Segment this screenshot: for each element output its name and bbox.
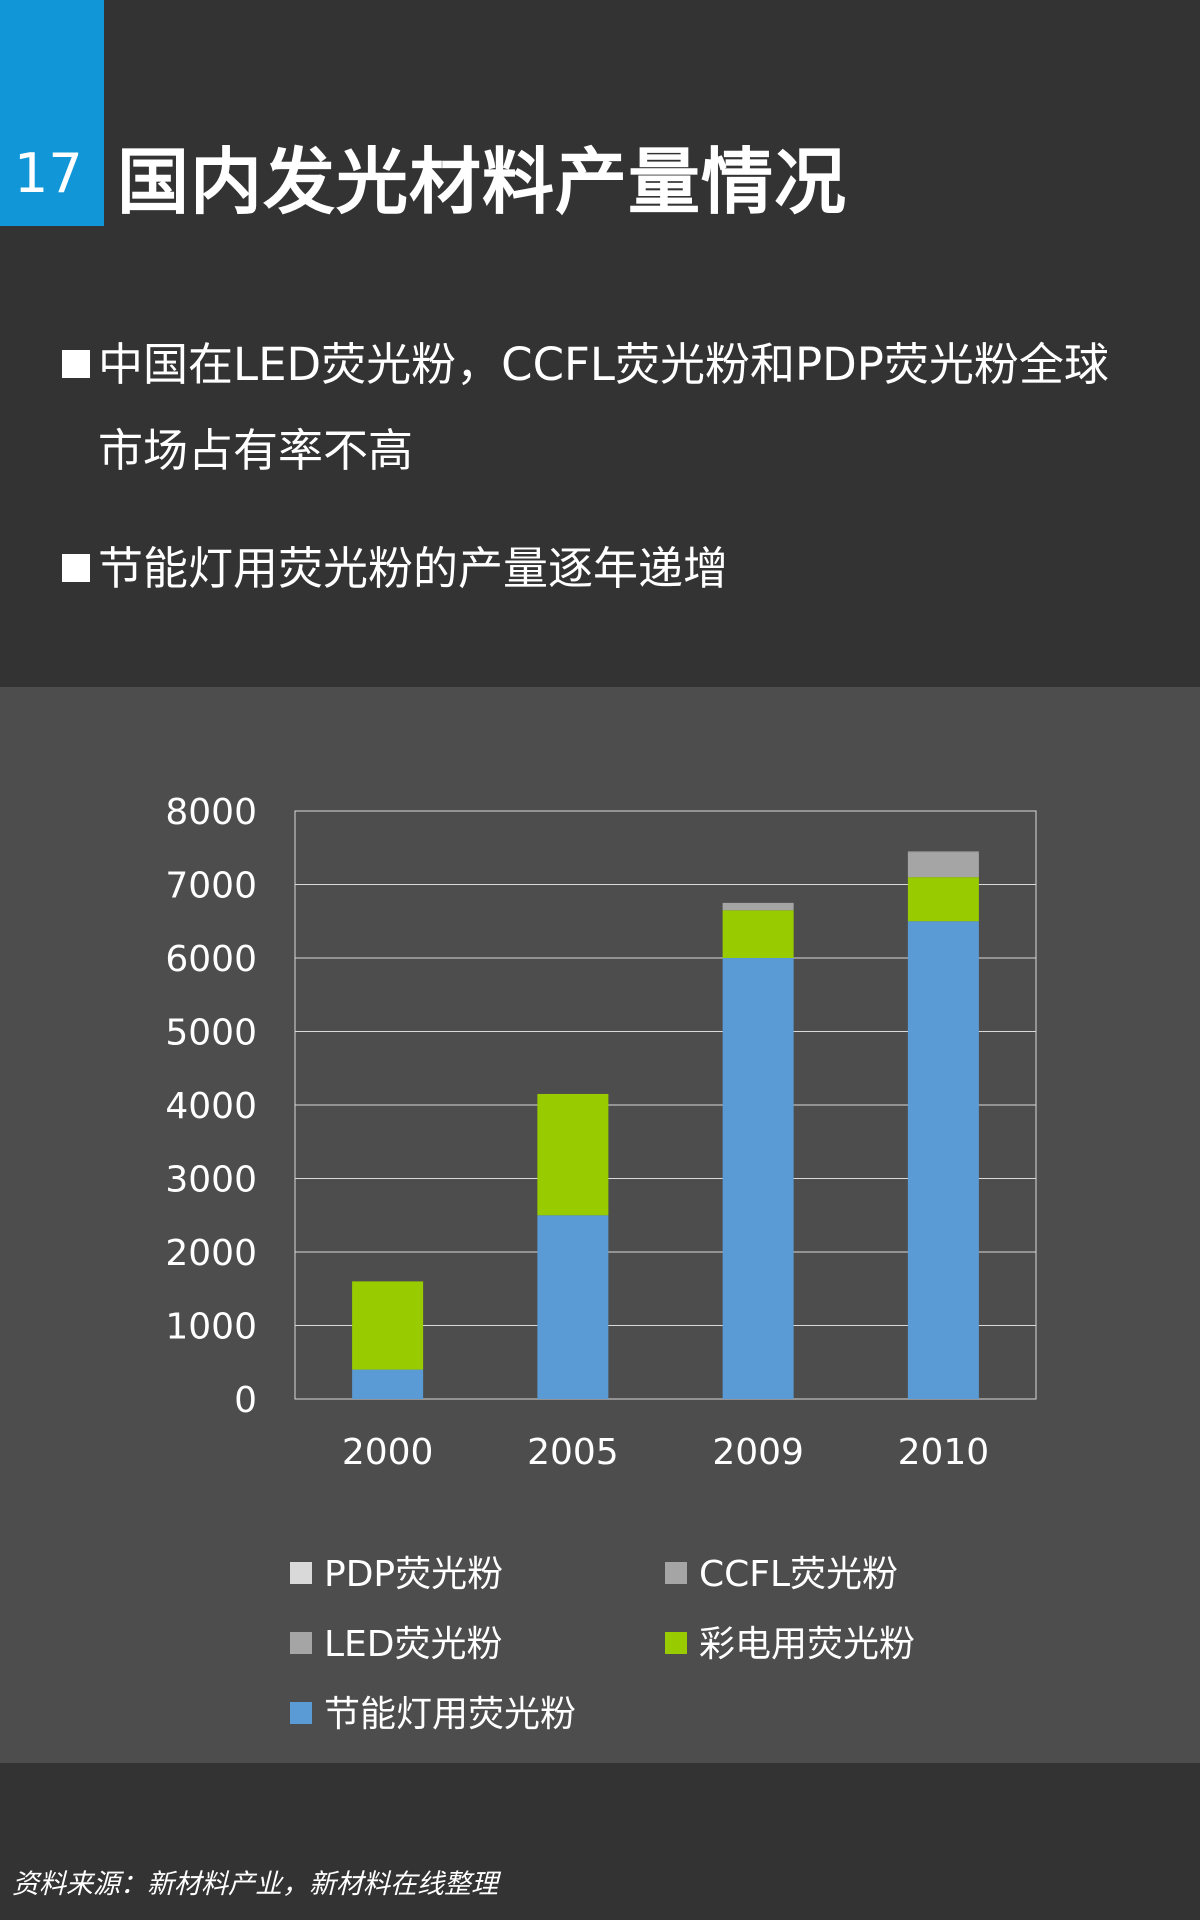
legend-swatch-icon — [665, 1562, 687, 1584]
bullet-text: 中国在LED荧光粉，CCFL荧光粉和PDP荧光粉全球市场占有率不高 — [98, 338, 1109, 477]
bar-segment — [537, 1215, 609, 1399]
legend-label: LED荧光粉 — [324, 1624, 503, 1665]
source-note: 资料来源：新材料产业，新材料在线整理 — [12, 1869, 498, 1900]
bar-segment — [907, 921, 979, 1399]
legend-item: PDP荧光粉 — [290, 1550, 503, 1600]
legend-item: CCFL荧光粉 — [665, 1550, 898, 1600]
y-tick-label: 8000 — [165, 792, 257, 833]
legend-item: 彩电用荧光粉 — [665, 1620, 915, 1670]
bar-segment — [907, 852, 979, 878]
footer-section — [0, 1763, 1200, 1920]
bar-segment — [907, 877, 979, 922]
y-axis-ticks: 0 1000 2000 3000 4000 5000 6000 7000 8000 — [165, 792, 257, 1421]
slide-number: 17 — [14, 142, 83, 205]
bar-segment — [352, 1369, 424, 1399]
bar-segment — [537, 1093, 609, 1216]
chart-bars — [352, 851, 979, 1399]
x-tick-label: 2009 — [712, 1432, 804, 1473]
legend-label: 彩电用荧光粉 — [699, 1624, 916, 1665]
y-tick-label: 4000 — [165, 1086, 257, 1127]
bar-segment — [352, 1281, 424, 1370]
x-tick-label: 2005 — [527, 1432, 619, 1473]
y-tick-label: 7000 — [165, 866, 257, 907]
y-tick-label: 1000 — [165, 1307, 257, 1348]
legend-item: 节能灯用荧光粉 — [290, 1690, 576, 1740]
header-section — [0, 0, 1200, 687]
y-tick-label: 0 — [234, 1380, 257, 1421]
plot-area-border — [294, 810, 1037, 1400]
legend-swatch-icon — [665, 1632, 687, 1654]
bar-segment — [722, 902, 794, 911]
bar-segment — [907, 851, 979, 853]
bullet-square-icon — [62, 554, 90, 582]
y-tick-label: 2000 — [165, 1233, 257, 1274]
legend-swatch-icon — [290, 1562, 312, 1584]
bullet-square-icon — [62, 350, 90, 378]
bullet-item-2: 节能灯用荧光粉的产量逐年递增 — [62, 526, 1142, 612]
x-axis-ticks: 2000 2005 2009 2010 — [342, 1432, 989, 1473]
y-tick-label: 6000 — [165, 939, 257, 980]
page-title: 国内发光材料产量情况 — [117, 140, 848, 224]
bullet-item-1: 中国在LED荧光粉，CCFL荧光粉和PDP荧光粉全球市场占有率不高 — [62, 322, 1142, 494]
legend-swatch-icon — [290, 1702, 312, 1724]
legend-swatch-icon — [290, 1632, 312, 1654]
slide-number-badge — [0, 0, 104, 226]
legend-label: 节能灯用荧光粉 — [324, 1694, 577, 1735]
bullet-text: 节能灯用荧光粉的产量逐年递增 — [98, 542, 729, 595]
y-tick-label: 3000 — [165, 1160, 257, 1201]
y-tick-label: 5000 — [165, 1013, 257, 1054]
x-tick-label: 2000 — [342, 1432, 434, 1473]
legend-label: CCFL荧光粉 — [699, 1554, 899, 1595]
legend-item: LED荧光粉 — [290, 1620, 503, 1670]
x-tick-label: 2010 — [898, 1432, 990, 1473]
legend-label: PDP荧光粉 — [324, 1554, 504, 1595]
bar-segment — [722, 958, 794, 1399]
bar-segment — [722, 910, 794, 958]
